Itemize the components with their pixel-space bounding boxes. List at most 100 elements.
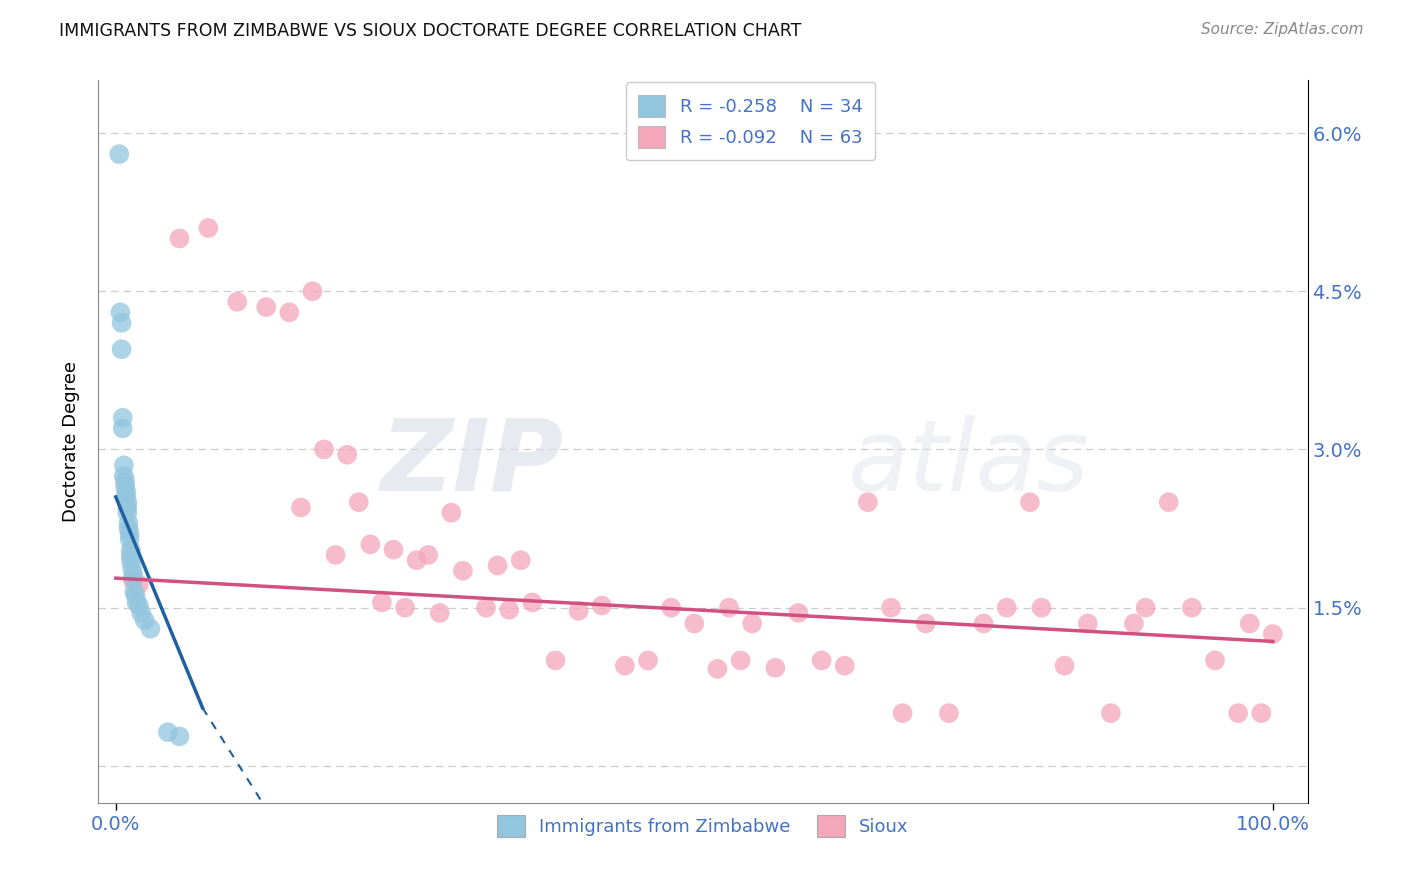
Text: atlas: atlas <box>848 415 1090 512</box>
Point <box>891 706 914 720</box>
Point <box>115 484 138 499</box>
Point <box>110 343 132 357</box>
Point <box>522 595 544 609</box>
Point <box>111 410 134 425</box>
Point <box>787 606 810 620</box>
Point <box>110 305 132 319</box>
Point <box>429 606 451 620</box>
Point <box>995 600 1018 615</box>
Point <box>118 526 141 541</box>
Point <box>169 730 191 744</box>
Point <box>112 468 135 483</box>
Point <box>129 606 152 620</box>
Point <box>134 613 156 627</box>
Point <box>117 522 139 536</box>
Point <box>112 458 135 473</box>
Point <box>114 479 136 493</box>
Point <box>117 506 139 520</box>
Point <box>156 725 179 739</box>
Point <box>312 442 335 457</box>
Point <box>613 658 636 673</box>
Point <box>834 658 856 673</box>
Point <box>197 221 219 235</box>
Point <box>394 600 416 615</box>
Point <box>880 600 903 615</box>
Point <box>382 542 405 557</box>
Point <box>440 506 463 520</box>
Point <box>451 564 474 578</box>
Point <box>405 553 427 567</box>
Point <box>718 600 741 615</box>
Point <box>336 448 359 462</box>
Point <box>108 147 131 161</box>
Point <box>1018 495 1040 509</box>
Point <box>1239 616 1261 631</box>
Point <box>810 653 832 667</box>
Legend: Immigrants from Zimbabwe, Sioux: Immigrants from Zimbabwe, Sioux <box>491 808 915 845</box>
Point <box>254 300 277 314</box>
Text: IMMIGRANTS FROM ZIMBABWE VS SIOUX DOCTORATE DEGREE CORRELATION CHART: IMMIGRANTS FROM ZIMBABWE VS SIOUX DOCTOR… <box>59 22 801 40</box>
Point <box>683 616 706 631</box>
Point <box>117 495 139 509</box>
Point <box>1123 616 1146 631</box>
Point <box>290 500 312 515</box>
Point <box>1261 627 1284 641</box>
Point <box>1204 653 1226 667</box>
Y-axis label: Doctorate Degree: Doctorate Degree <box>62 361 80 522</box>
Point <box>1053 658 1076 673</box>
Point <box>498 603 520 617</box>
Point <box>120 542 142 557</box>
Point <box>128 577 150 591</box>
Point <box>914 616 936 631</box>
Point <box>418 548 440 562</box>
Point <box>122 566 145 581</box>
Point <box>301 284 323 298</box>
Point <box>1077 616 1099 631</box>
Point <box>856 495 879 509</box>
Point <box>118 532 141 546</box>
Point <box>659 600 682 615</box>
Point <box>763 661 786 675</box>
Point <box>120 548 142 562</box>
Point <box>486 558 509 573</box>
Point <box>706 662 728 676</box>
Point <box>115 490 138 504</box>
Point <box>325 548 347 562</box>
Point <box>509 553 531 567</box>
Point <box>117 500 139 515</box>
Point <box>359 537 381 551</box>
Point <box>591 599 613 613</box>
Point <box>111 421 134 435</box>
Point <box>1157 495 1180 509</box>
Point <box>475 600 498 615</box>
Point <box>973 616 995 631</box>
Point <box>120 553 142 567</box>
Point <box>124 588 146 602</box>
Point <box>1227 706 1250 720</box>
Point <box>122 574 145 589</box>
Point <box>114 474 136 488</box>
Point <box>128 599 150 613</box>
Point <box>568 604 591 618</box>
Point <box>544 653 567 667</box>
Point <box>139 622 162 636</box>
Point <box>110 316 132 330</box>
Point <box>124 585 146 599</box>
Point <box>121 560 143 574</box>
Point <box>1031 600 1053 615</box>
Point <box>1181 600 1204 615</box>
Point <box>938 706 960 720</box>
Point <box>278 305 301 319</box>
Text: ZIP: ZIP <box>381 415 564 512</box>
Text: Source: ZipAtlas.com: Source: ZipAtlas.com <box>1201 22 1364 37</box>
Point <box>1099 706 1122 720</box>
Point <box>1250 706 1272 720</box>
Point <box>637 653 659 667</box>
Point <box>125 595 148 609</box>
Point <box>122 571 145 585</box>
Point <box>117 516 139 531</box>
Point <box>347 495 370 509</box>
Point <box>730 653 752 667</box>
Point <box>741 616 763 631</box>
Point <box>371 595 394 609</box>
